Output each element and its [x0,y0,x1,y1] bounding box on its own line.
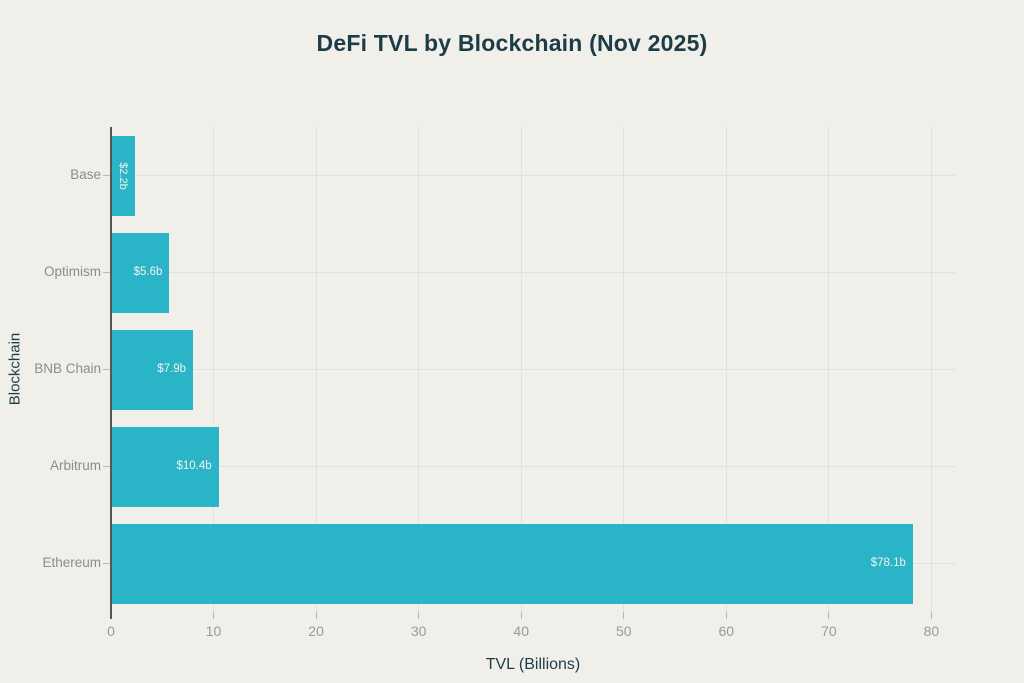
bar-value-label: $7.9b [157,362,187,375]
y-axis-tick [103,272,111,273]
y-axis-line [110,127,112,619]
x-tick-label: 80 [923,623,940,639]
bar-value-label: $78.1b [870,556,906,569]
gridline-horizontal [111,175,955,176]
x-axis-tick [930,612,932,619]
x-tick-label: 40 [513,623,529,639]
y-axis-tick [103,563,111,564]
gridline-horizontal [111,369,955,370]
bar-optimism [112,232,170,313]
x-tick-label: 0 [107,623,115,639]
chart-title: DeFi TVL by Blockchain (Nov 2025) [316,30,708,56]
bar-value-label: $10.4b [176,459,212,472]
y-axis-tick [103,175,111,176]
category-label: Base [70,166,101,182]
x-tick-label: 10 [205,623,222,639]
x-axis-tick [828,612,830,619]
x-axis-title: TVL (Billions) [485,656,581,673]
gridline-horizontal [111,272,955,273]
category-label: Optimism [44,263,101,279]
category-label: Ethereum [42,554,101,570]
category-label: Arbitrum [49,457,101,473]
y-axis-tick [103,466,111,467]
bar-bnb-chain [112,329,194,410]
x-axis-tick [315,612,317,619]
category-label: BNB Chain [34,360,101,376]
x-axis-tick [213,612,215,619]
x-axis-tick [418,612,420,619]
bar-base [112,135,135,216]
bar-ethereum [112,523,913,604]
gridline-horizontal [111,466,955,467]
bar-value-label: $5.6b [133,265,163,278]
y-axis-tick [103,369,111,370]
x-tick-label: 20 [308,623,324,639]
bar-arbitrum [112,426,219,507]
x-axis-tick [623,612,625,619]
x-tick-label: 30 [410,623,427,639]
plot-area: 0 10 20 30 40 50 60 70 80 Base $2.2b Optimism $5.6b B… [34,127,955,639]
x-axis-tick [520,612,522,619]
x-axis-tick [725,612,727,619]
x-tick-label: 60 [718,623,735,639]
x-tick-label: 50 [615,623,632,639]
x-tick-label: 70 [821,623,837,639]
bar-value-label: $2.2b [117,161,130,190]
